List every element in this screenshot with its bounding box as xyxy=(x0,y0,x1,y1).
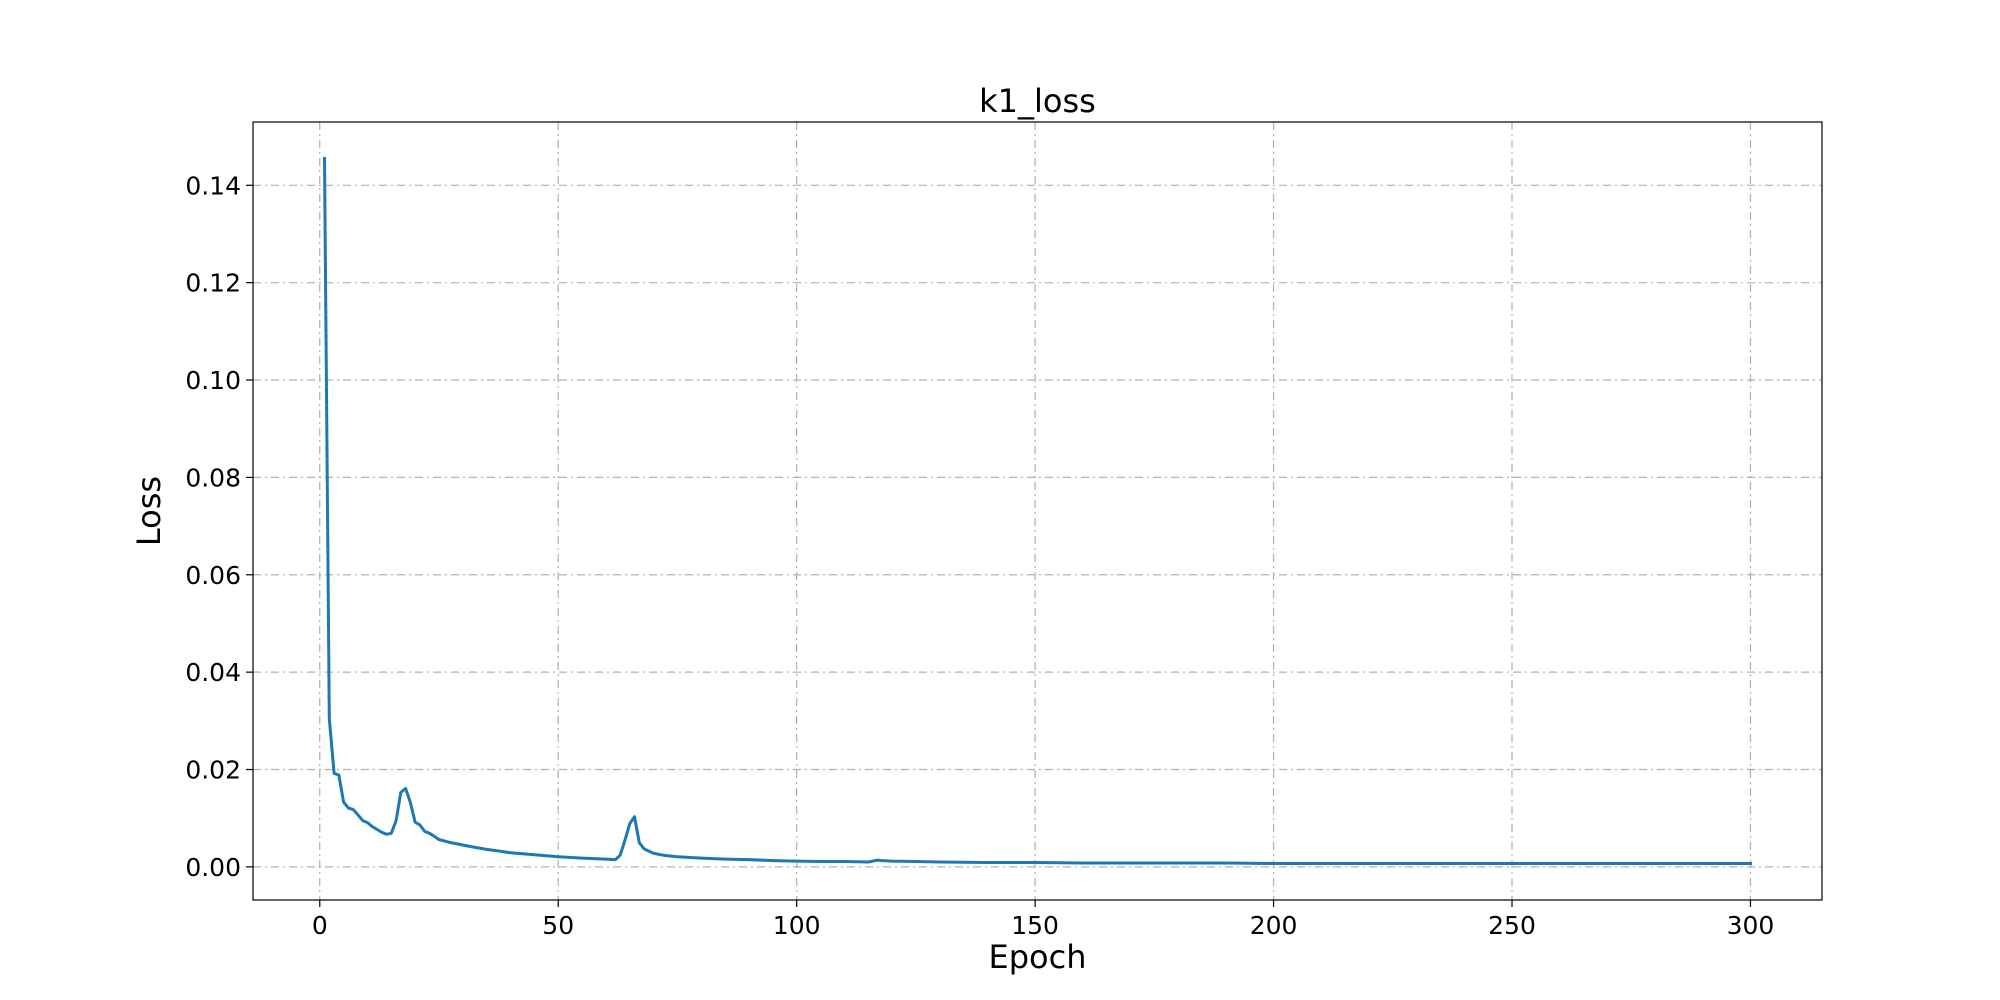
tick-layer: 0 50 100 150 200 250 300 0.00 0.02 0.04 0.06 0.08 0.… xyxy=(185,171,1774,940)
y-axis-title: Loss xyxy=(130,476,168,546)
y-tick-label: 0.08 xyxy=(185,463,241,492)
chart-title: k1_loss xyxy=(979,82,1096,120)
y-tick-label: 0.02 xyxy=(185,756,241,785)
x-tick-label: 0 xyxy=(312,911,328,940)
y-tick-label: 0.04 xyxy=(185,658,241,687)
y-tick-label: 0.06 xyxy=(185,561,241,590)
x-tick-label: 100 xyxy=(773,911,821,940)
loss-series-line xyxy=(322,156,1752,865)
x-tick-label: 300 xyxy=(1727,911,1775,940)
grid-layer xyxy=(253,122,1822,900)
y-tick-label: 0.10 xyxy=(185,366,241,395)
series-layer xyxy=(322,156,1752,865)
x-tick-label: 200 xyxy=(1250,911,1298,940)
x-tick-label: 250 xyxy=(1488,911,1536,940)
x-tick-label: 50 xyxy=(542,911,574,940)
y-tick-label: 0.14 xyxy=(185,171,241,200)
x-tick-label: 150 xyxy=(1011,911,1059,940)
plot-frame xyxy=(252,121,1823,901)
x-axis-title: Epoch xyxy=(989,938,1087,976)
y-tick-label: 0.12 xyxy=(185,269,241,298)
y-tick-label: 0.00 xyxy=(185,853,241,882)
